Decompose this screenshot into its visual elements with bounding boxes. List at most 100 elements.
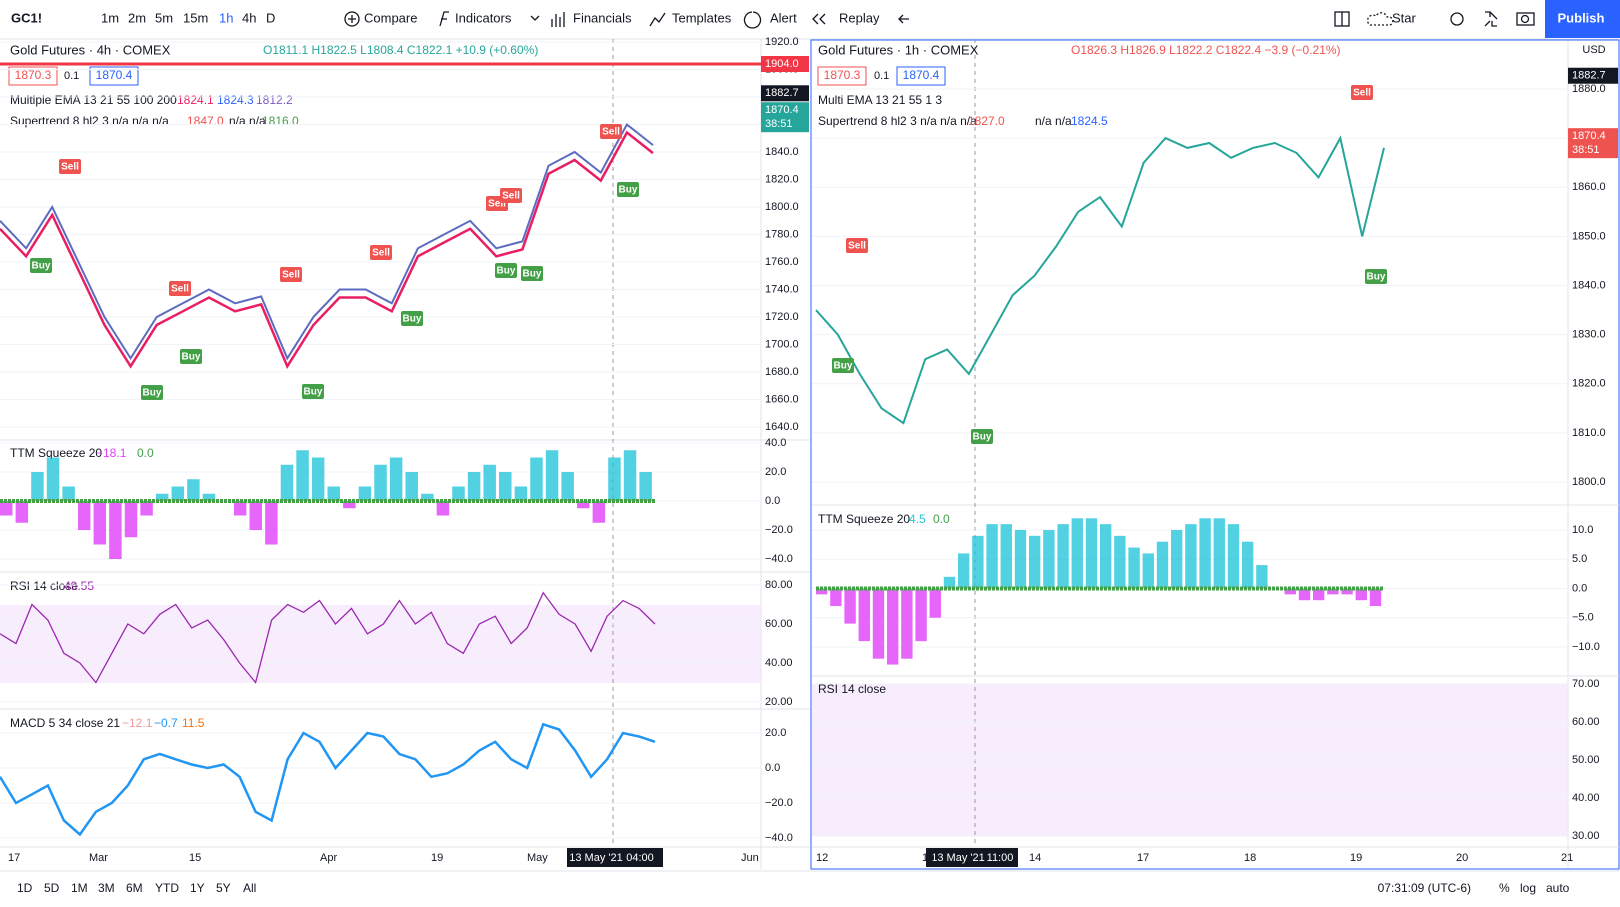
alert-tag	[761, 56, 809, 72]
indicator-name: Multiple EMA 13 21 55 100 200	[10, 93, 177, 107]
y-tick-label: −40.0	[765, 832, 793, 844]
y-tick-label: 1840.0	[765, 146, 799, 158]
interval[interactable]: 2m	[128, 10, 146, 25]
histogram-bar	[1029, 535, 1041, 589]
button[interactable]: Alert	[770, 10, 797, 25]
button[interactable]: Indicators	[455, 10, 512, 25]
histogram-bar	[327, 486, 340, 501]
x-tick-label: 19	[1350, 852, 1362, 864]
signal-box	[169, 281, 191, 296]
publish-label[interactable]: Publish	[1558, 10, 1605, 25]
histogram-bar	[77, 501, 91, 530]
bid-box[interactable]	[8, 66, 58, 86]
x-tick-label: 21	[1561, 852, 1573, 864]
y-tick-label: 50.00	[1572, 754, 1600, 766]
signal-box	[141, 385, 163, 400]
y-tick-label: 0.0	[765, 495, 780, 507]
y-tick-label: 1820.0	[765, 173, 799, 185]
range[interactable]: 1M	[71, 881, 88, 895]
x-tick-label: 18	[1244, 852, 1256, 864]
histogram-bar	[958, 553, 970, 589]
button[interactable]: Replay	[839, 10, 880, 25]
range[interactable]: 1Y	[190, 881, 205, 895]
log-toggle[interactable]: log	[1520, 881, 1536, 895]
step: 0.1	[874, 70, 889, 82]
y-tick-label: 1720.0	[765, 311, 799, 323]
signal-box	[180, 349, 202, 364]
histogram-bar	[421, 493, 434, 501]
y-tick-label: 1850.0	[1572, 230, 1606, 242]
crosshair-hour: 11:00	[987, 852, 1014, 864]
ohlc: O1811.1 H1822.5 L1808.4 C1822.1 +10.9 (+…	[263, 43, 538, 57]
range[interactable]: 5D	[44, 881, 60, 895]
signal-label: Buy	[834, 361, 853, 372]
interval[interactable]: 1m	[101, 10, 119, 25]
signal-label: Buy	[32, 261, 51, 272]
signal-label: Sell	[372, 248, 390, 259]
signal-label: Buy	[143, 388, 162, 399]
signal-label: Sell	[61, 162, 79, 173]
bid[interactable]: 1870.3	[824, 68, 861, 82]
histogram-bar	[1156, 541, 1169, 589]
interval[interactable]: 4h	[242, 10, 256, 25]
crosshair-time-box	[926, 848, 1018, 867]
button[interactable]: Compare	[364, 10, 417, 25]
price-tag	[1568, 128, 1618, 159]
signal-label: Buy	[973, 432, 992, 443]
button[interactable]: Financials	[573, 10, 632, 25]
signal-box	[846, 238, 868, 253]
ask[interactable]: 1870.4	[903, 68, 940, 82]
price-tag	[761, 102, 809, 133]
y-tick-label: −40.0	[765, 553, 793, 565]
bid[interactable]: 1870.3	[15, 68, 52, 82]
auto-toggle[interactable]: auto	[1546, 881, 1570, 895]
interval[interactable]: 5m	[155, 10, 173, 25]
histogram-bar	[929, 588, 941, 618]
price-tag-label: 1870.4	[765, 104, 799, 116]
percent-toggle[interactable]: %	[1499, 881, 1510, 895]
range[interactable]: 5Y	[216, 881, 231, 895]
symbol[interactable]: GC1!	[11, 10, 42, 25]
series-line	[815, 135, 1385, 425]
pane-value: −18.1	[96, 446, 127, 460]
y-tick-label: 1810.0	[1572, 427, 1606, 439]
range[interactable]: 3M	[98, 881, 115, 895]
histogram-bar	[46, 457, 60, 501]
ask[interactable]: 1870.4	[96, 68, 133, 82]
histogram-bar	[1071, 518, 1083, 589]
signal-label: Buy	[523, 269, 542, 280]
y-tick-label: 0.0	[765, 762, 780, 774]
ask-box[interactable]	[89, 66, 139, 86]
signal-label: Sell	[502, 191, 520, 202]
signal-label: Sell	[1353, 88, 1371, 99]
button[interactable]: Templates	[672, 10, 732, 25]
y-tick-label: 20.0	[765, 727, 786, 739]
interval[interactable]: 1h	[219, 10, 233, 25]
indicator-value: 1812.2	[256, 93, 293, 107]
pane-value: −12.1	[122, 716, 153, 730]
pane-title: TTM Squeeze 20	[10, 446, 102, 460]
histogram-bar	[514, 486, 528, 501]
signal-label: Buy	[1367, 272, 1386, 283]
ask-box[interactable]	[896, 66, 946, 86]
button[interactable]: Star	[1392, 10, 1417, 25]
bid-box[interactable]	[817, 66, 867, 86]
interval[interactable]: 15m	[183, 10, 208, 25]
range[interactable]: YTD	[155, 881, 179, 895]
histogram-bar	[1355, 588, 1367, 601]
price-tag-label: 1870.4	[1572, 130, 1606, 142]
interval[interactable]: D	[266, 10, 275, 25]
signal-box	[495, 263, 517, 278]
signal-box	[600, 124, 622, 139]
range[interactable]: 6M	[126, 881, 143, 895]
histogram-bar	[901, 588, 913, 659]
y-tick-label: 1880.0	[1572, 83, 1606, 95]
signal-label: Sell	[602, 127, 620, 138]
y-tick-label: 1860.0	[1572, 181, 1606, 193]
y-tick-label: 60.00	[765, 618, 793, 630]
publish-button[interactable]	[1545, 0, 1620, 38]
indicator-value: 1824.1	[177, 93, 214, 107]
range[interactable]: 1D	[17, 881, 33, 895]
range[interactable]: All	[243, 881, 256, 895]
x-tick-label: May	[527, 852, 548, 864]
